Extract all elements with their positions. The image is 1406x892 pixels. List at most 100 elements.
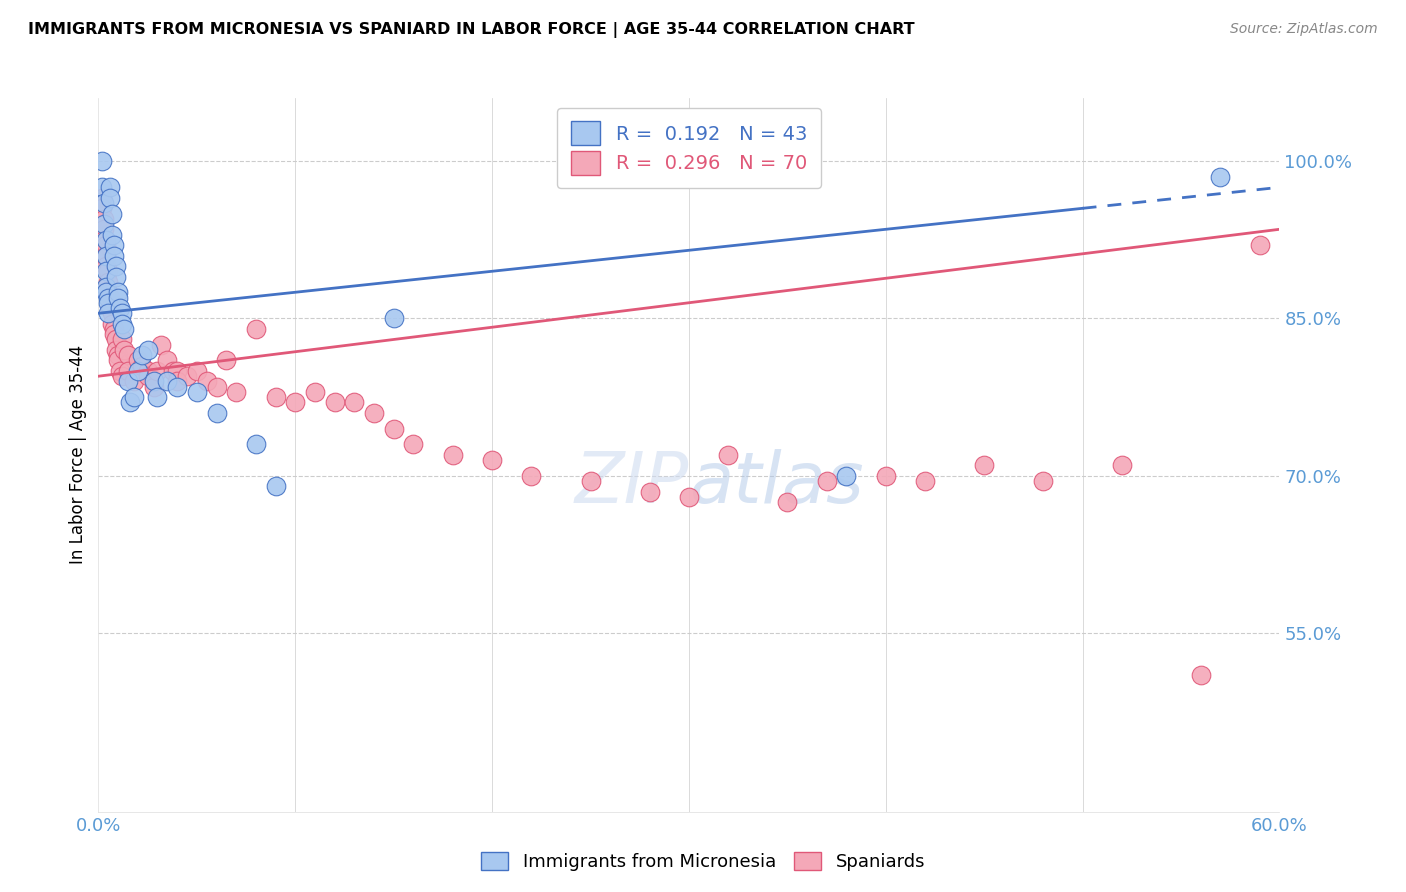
Point <box>101 227 124 242</box>
Point <box>875 469 897 483</box>
Point <box>96 238 118 252</box>
Point <box>215 353 238 368</box>
Point <box>284 395 307 409</box>
Point <box>96 259 118 273</box>
Point <box>107 353 129 368</box>
Point <box>122 390 145 404</box>
Point <box>520 469 543 483</box>
Point <box>103 322 125 336</box>
Text: Source: ZipAtlas.com: Source: ZipAtlas.com <box>1230 22 1378 37</box>
Point <box>97 295 120 310</box>
Point <box>186 364 208 378</box>
Point <box>264 390 287 404</box>
Point <box>96 248 118 262</box>
Point <box>835 469 858 483</box>
Point <box>678 490 700 504</box>
Point <box>142 380 165 394</box>
Text: ZIP: ZIP <box>575 449 689 518</box>
Point <box>166 375 188 389</box>
Point <box>101 206 124 220</box>
Point <box>1032 474 1054 488</box>
Point <box>323 395 346 409</box>
Point <box>98 301 121 315</box>
Y-axis label: In Labor Force | Age 35-44: In Labor Force | Age 35-44 <box>69 345 87 565</box>
Point <box>101 306 124 320</box>
Point <box>93 222 115 236</box>
Point <box>131 348 153 362</box>
Point <box>97 264 120 278</box>
Point <box>111 317 134 331</box>
Point <box>264 479 287 493</box>
Point <box>1189 668 1212 682</box>
Point <box>91 154 114 169</box>
Text: IMMIGRANTS FROM MICRONESIA VS SPANIARD IN LABOR FORCE | AGE 35-44 CORRELATION CH: IMMIGRANTS FROM MICRONESIA VS SPANIARD I… <box>28 22 915 38</box>
Point <box>776 495 799 509</box>
Point <box>186 384 208 399</box>
Text: atlas: atlas <box>689 449 863 518</box>
Point <box>225 384 247 399</box>
Point <box>205 406 228 420</box>
Point <box>112 322 135 336</box>
Point <box>97 285 120 300</box>
Point <box>146 390 169 404</box>
Point <box>105 269 128 284</box>
Point <box>96 285 118 300</box>
Point <box>142 375 165 389</box>
Point <box>127 364 149 378</box>
Point <box>150 337 173 351</box>
Point <box>98 180 121 194</box>
Point <box>402 437 425 451</box>
Point <box>103 327 125 342</box>
Point <box>107 348 129 362</box>
Point <box>245 437 267 451</box>
Point <box>156 375 179 389</box>
Point <box>166 364 188 378</box>
Point <box>136 343 159 357</box>
Point <box>96 280 118 294</box>
Point <box>98 191 121 205</box>
Point <box>973 458 995 473</box>
Point <box>131 359 153 373</box>
Point <box>91 191 114 205</box>
Point <box>117 375 139 389</box>
Point <box>91 202 114 216</box>
Point <box>162 364 184 378</box>
Point <box>156 353 179 368</box>
Point <box>101 317 124 331</box>
Point <box>1111 458 1133 473</box>
Point <box>1209 169 1232 184</box>
Point <box>363 406 385 420</box>
Point <box>118 395 141 409</box>
Point <box>382 311 405 326</box>
Point <box>117 364 139 378</box>
Point <box>205 380 228 394</box>
Point <box>638 484 661 499</box>
Point <box>98 291 121 305</box>
Point <box>304 384 326 399</box>
Point <box>93 217 115 231</box>
Point <box>166 380 188 394</box>
Point <box>122 375 145 389</box>
Point <box>127 353 149 368</box>
Point <box>245 322 267 336</box>
Point <box>96 233 118 247</box>
Point <box>108 301 131 315</box>
Point <box>146 364 169 378</box>
Point <box>97 291 120 305</box>
Point <box>382 422 405 436</box>
Point <box>93 211 115 226</box>
Point <box>1249 238 1271 252</box>
Point <box>112 343 135 357</box>
Point <box>107 285 129 300</box>
Point <box>815 474 838 488</box>
Point <box>96 248 118 262</box>
Point <box>117 348 139 362</box>
Point <box>103 248 125 262</box>
Point <box>441 448 464 462</box>
Legend: R =  0.192   N = 43, R =  0.296   N = 70: R = 0.192 N = 43, R = 0.296 N = 70 <box>557 108 821 188</box>
Point <box>96 264 118 278</box>
Point <box>93 233 115 247</box>
Point <box>579 474 602 488</box>
Point <box>105 343 128 357</box>
Point <box>97 275 120 289</box>
